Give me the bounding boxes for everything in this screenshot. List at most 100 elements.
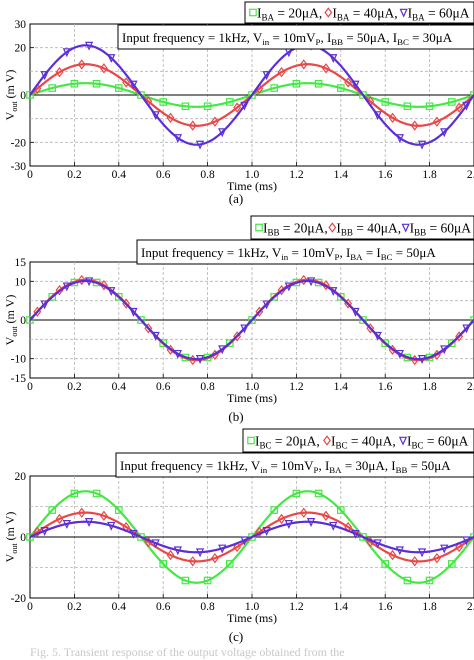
x-tick-label: 1.8 (422, 169, 437, 181)
x-tick-label: 1.2 (289, 169, 304, 181)
series-marker-square (248, 91, 256, 99)
series-marker-square (181, 576, 190, 585)
panel-label: (c) (229, 629, 243, 644)
series-marker-diamond (321, 510, 330, 522)
series-marker-diamond (233, 102, 242, 113)
series-marker-square (114, 506, 123, 514)
series-marker-square (70, 79, 79, 88)
legend-entry: IBB = 40μA, (336, 221, 401, 238)
series-marker-square (403, 102, 412, 111)
chart-panel-a: 0 0.2 0.4 0.6 0.8 1.0 1.2 1.4 1.6 1.8 2.0 30 20 0 -20 -… (3, 1, 474, 206)
legend-entry: IBC = 60μA (407, 434, 469, 451)
series-marker-square (448, 98, 456, 106)
series-marker-triangle (351, 80, 360, 90)
series-marker-square (337, 506, 345, 514)
series-marker-triangle (440, 345, 449, 355)
x-tick-label: 1.2 (289, 381, 304, 393)
series-marker-diamond (410, 120, 419, 131)
y-tick-label: -30 (11, 161, 27, 173)
series-marker-diamond (99, 63, 108, 74)
series-marker-diamond (99, 510, 108, 522)
x-axis-label: Time (ms) (227, 611, 277, 625)
legend-marker-diamond (324, 7, 333, 18)
legend-marker-triangle (398, 436, 408, 446)
series-marker-triangle (351, 529, 360, 539)
series-marker-diamond (388, 549, 397, 561)
caption-fragment: Fig. 5. Transient response of the output… (30, 645, 345, 659)
series-marker-square (137, 316, 145, 324)
series-marker-triangle (151, 539, 160, 549)
series-marker-square (226, 560, 234, 568)
series-marker-diamond (321, 63, 330, 74)
series-marker-triangle (195, 140, 205, 150)
series-marker-square (448, 560, 456, 568)
series-marker-diamond (255, 526, 264, 538)
series-marker-square (248, 316, 256, 324)
series-marker-triangle (262, 300, 271, 310)
series-marker-triangle (284, 520, 293, 529)
series-marker-square (226, 98, 234, 106)
series-marker-triangle (195, 355, 205, 364)
series-marker-triangle (351, 307, 360, 317)
series-marker-diamond (455, 541, 464, 553)
y-tick-label: -20 (11, 593, 27, 605)
condition-text: Input frequency = 1kHz, Vin​ = 10mVP​, I… (122, 30, 453, 47)
series-marker-diamond (55, 66, 64, 78)
series-marker-triangle (462, 536, 471, 546)
legend-entry: IBB = 60μA (410, 221, 472, 238)
chart-panel-c: 00.20.40.60.81.01.21.41.61.82.0200-20Vou… (3, 428, 474, 644)
x-tick-label: 0.2 (67, 601, 82, 613)
series-marker-triangle (395, 349, 404, 359)
series-marker-diamond (277, 66, 286, 78)
x-tick-label: 1.2 (289, 601, 304, 613)
series-marker-triangle (129, 307, 138, 317)
legend-entry: IBA = 20μA, (257, 6, 322, 23)
condition-box (115, 452, 474, 478)
series-marker-square (70, 489, 79, 498)
series-marker-diamond (432, 116, 441, 127)
series-marker-square (425, 102, 434, 111)
y-axis-label: Vout (m V) (3, 512, 19, 563)
series-marker-diamond (388, 112, 397, 124)
series-marker-diamond (33, 526, 42, 538)
condition-box (117, 24, 474, 50)
y-tick-label: 0 (20, 90, 26, 102)
legend-box (242, 428, 474, 453)
series-marker-triangle (40, 300, 49, 310)
series-marker-triangle (284, 282, 293, 292)
series-marker-triangle (240, 324, 249, 334)
x-tick-label: 1.8 (422, 381, 437, 393)
panel-label: (a) (229, 191, 243, 206)
series-marker-square (137, 533, 145, 541)
series-marker-triangle (262, 527, 271, 536)
series-line-triangle (29, 44, 474, 146)
series-marker-diamond (188, 556, 197, 567)
series-marker-square (270, 293, 279, 301)
series-marker-square (448, 339, 456, 347)
series-marker-square (248, 533, 256, 541)
series-marker-diamond (122, 77, 131, 88)
series-marker-diamond (188, 120, 197, 131)
series-marker-square (292, 79, 301, 88)
x-tick-label: 0.4 (112, 601, 127, 613)
x-tick-label: 2.0 (467, 381, 474, 393)
legend-marker-square (255, 223, 263, 232)
series-marker-triangle (306, 277, 316, 287)
series-marker-square (270, 506, 279, 514)
condition-text: Input frequency = 1kHz, Vin​ = 10mVP​, I… (141, 245, 436, 262)
series-marker-diamond (55, 513, 64, 525)
x-tick-label: 0.8 (200, 601, 215, 613)
series-marker-triangle (329, 287, 338, 296)
series-marker-triangle (462, 324, 471, 334)
legend-entry: IBB = 20μA, (263, 221, 328, 238)
series-marker-triangle (107, 287, 116, 296)
series-marker-triangle (218, 128, 227, 138)
x-tick-label: 2.0 (467, 169, 474, 181)
y-tick-label: -20 (11, 137, 27, 149)
series-marker-square (359, 91, 367, 99)
series-marker-square (314, 489, 323, 498)
series-marker-triangle (151, 111, 160, 121)
series-marker-triangle (195, 548, 205, 558)
series-marker-diamond (166, 549, 175, 561)
